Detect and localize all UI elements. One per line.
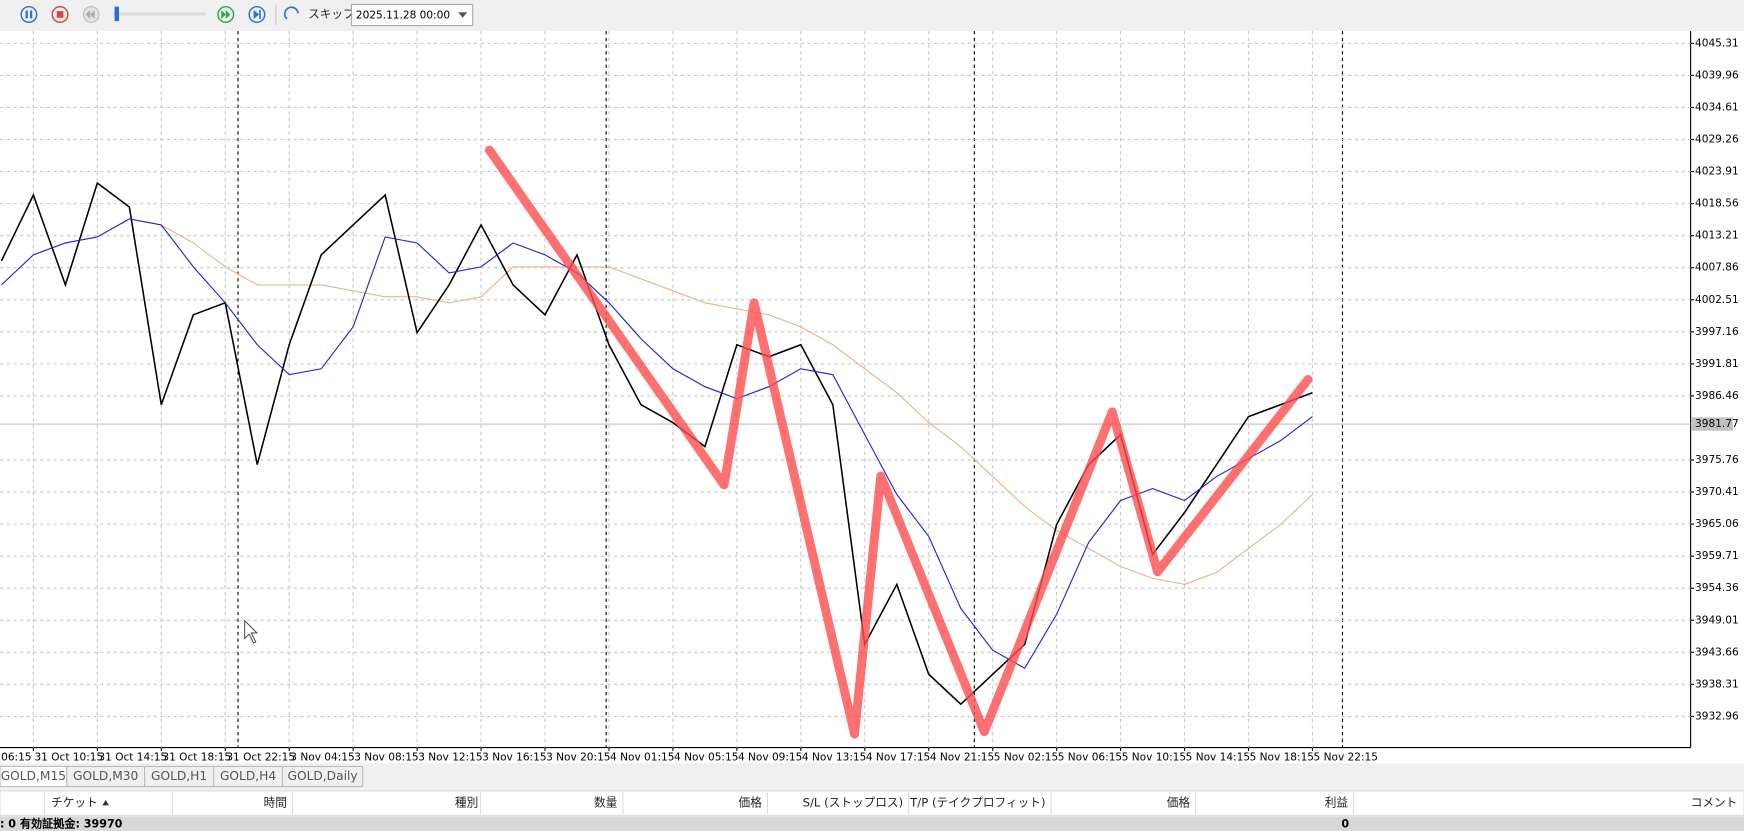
- y-tick-label: 3959.71: [1695, 550, 1739, 562]
- dropdown-arrow: [458, 12, 468, 18]
- table-headers: チケット 時間 種別 数量 価格 S/L (ストップロス) T/P (テイクプロフィット) 価…: [43, 792, 1738, 815]
- y-tick-label: 3970.41: [1695, 486, 1739, 498]
- rewind-button[interactable]: [82, 6, 100, 23]
- table-header: [0, 790, 1744, 816]
- speed-slider[interactable]: [113, 6, 206, 22]
- y-tick-label: 3943.66: [1695, 646, 1739, 658]
- fast-moving-average: [1, 218, 1313, 670]
- column-header[interactable]: S/L (ストップロス): [803, 796, 904, 810]
- y-tick-label: 3954.36: [1695, 582, 1739, 594]
- stop-button[interactable]: [51, 5, 69, 23]
- skip-label[interactable]: スキップ: [308, 7, 355, 21]
- footer-row: [0, 816, 1744, 831]
- date-box[interactable]: [350, 3, 474, 27]
- x-tick-label: 3 Nov 20:15: [546, 752, 610, 764]
- y-tick-label: 4045.31: [1695, 37, 1739, 49]
- x-tick-label: 4 Nov 05:15: [674, 752, 738, 764]
- x-tick-label: 4 Nov 13:15: [802, 752, 866, 764]
- x-tick-label: 06:15: [1, 752, 31, 764]
- x-tick-label: 5 Nov 10:15: [1122, 752, 1186, 764]
- x-tick-label: 5 Nov 06:15: [1058, 752, 1122, 764]
- date-text: 2025.11.28 00:00: [356, 10, 450, 22]
- y-tick-label: 4002.51: [1695, 294, 1739, 306]
- tab-label[interactable]: GOLD,H1: [151, 769, 207, 783]
- pause-button[interactable]: [20, 5, 38, 23]
- x-tick-label: 5 Nov 18:15: [1250, 752, 1314, 764]
- zigzag-line: [484, 145, 1313, 739]
- column-header[interactable]: T/P (テイクプロフィット): [909, 796, 1045, 810]
- current-price-box: [1691, 417, 1733, 431]
- tab[interactable]: [281, 765, 364, 788]
- column-header[interactable]: コメント: [1691, 796, 1738, 810]
- x-tick-label: 4 Nov 21:15: [930, 752, 994, 764]
- tab-label[interactable]: GOLD,M30: [73, 769, 138, 783]
- x-tick-label: 31 Oct 22:15: [226, 752, 295, 764]
- column-header[interactable]: 価格: [739, 796, 763, 810]
- toolbar: [0, 0, 1744, 32]
- x-tick-label: 5 Nov 02:15: [994, 752, 1058, 764]
- slow-moving-average: [161, 224, 1313, 585]
- x-tick-label: 3 Nov 08:15: [354, 752, 418, 764]
- mouse-cursor: [244, 619, 259, 644]
- column-header[interactable]: 価格: [1167, 796, 1191, 810]
- y-tick-label: 4007.86: [1695, 262, 1739, 274]
- day-separators: [237, 31, 1344, 748]
- tab-label[interactable]: GOLD,M15: [1, 769, 66, 783]
- x-tick-label: 5 Nov 14:15: [1186, 752, 1250, 764]
- x-tick-label: 31 Oct 10:15: [34, 752, 103, 764]
- x-tick-label: 3 Nov 04:15: [290, 752, 354, 764]
- column-header[interactable]: 数量: [594, 796, 618, 810]
- tab-label[interactable]: GOLD,H4: [220, 769, 276, 783]
- x-tick-label: 3 Nov 16:15: [482, 752, 546, 764]
- y-tick-label: 3975.76: [1695, 454, 1739, 466]
- sort-arrow: [102, 799, 109, 806]
- y-tick-label: 4029.26: [1695, 134, 1739, 146]
- current-price-label: 3981.77: [1695, 418, 1739, 430]
- y-tick-label: 3932.96: [1695, 710, 1739, 722]
- x-tick-label: 31 Oct 14:15: [98, 752, 167, 764]
- y-tick-label: 3997.16: [1695, 326, 1739, 338]
- x-tick-label: 4 Nov 01:15: [610, 752, 674, 764]
- profit-total: 0: [1341, 817, 1349, 830]
- x-tick-label: 5 Nov 22:15: [1314, 752, 1378, 764]
- y-tick-label: 3965.06: [1695, 518, 1739, 530]
- tab-label[interactable]: GOLD,Daily: [287, 769, 357, 783]
- skip-icon: [283, 6, 299, 20]
- plot: 4045.31 4039.96 4034.61 4029.26 4023.91 4018.…: [0, 31, 1739, 764]
- y-tick-label: 4039.96: [1695, 69, 1739, 81]
- step-button[interactable]: [248, 5, 266, 23]
- column-header[interactable]: 利益: [1325, 796, 1349, 810]
- x-tick-label: 3 Nov 12:15: [418, 752, 482, 764]
- column-header[interactable]: 種別: [455, 796, 478, 810]
- y-tick-label: 4018.56: [1695, 198, 1739, 210]
- x-tick-label: 4 Nov 09:15: [738, 752, 802, 764]
- y-tick-label: 4023.91: [1695, 166, 1739, 178]
- column-header[interactable]: チケット: [51, 796, 98, 810]
- equity-text: : 0 有効証拠金: 39970: [0, 816, 123, 830]
- y-tick-label: 4013.21: [1695, 230, 1739, 242]
- y-tick-label: 4034.61: [1695, 101, 1739, 113]
- y-tick-label: 3949.01: [1695, 614, 1739, 626]
- column-header[interactable]: 時間: [264, 796, 287, 810]
- x-tick-label: 4 Nov 17:15: [866, 752, 930, 764]
- y-tick-label: 3938.31: [1695, 678, 1739, 690]
- chart-area: [0, 31, 1744, 764]
- tab-bar: [0, 765, 1744, 788]
- x-tick-label: 31 Oct 18:15: [162, 752, 231, 764]
- tabs: GOLD,M15 GOLD,M30 GOLD,H1 GOLD,H4 GOLD,Daily: [0, 765, 364, 788]
- y-tick-label: 3991.81: [1695, 358, 1739, 370]
- y-tick-label: 3986.46: [1695, 390, 1739, 402]
